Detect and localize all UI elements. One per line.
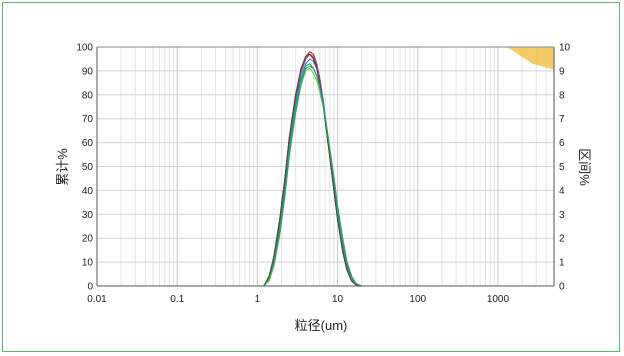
y-tick-label: 50 bbox=[82, 162, 94, 173]
y-tick-label: 70 bbox=[82, 114, 94, 125]
y2-tick-label: 0 bbox=[559, 282, 565, 293]
y-tick-label: 80 bbox=[82, 90, 94, 101]
y2-tick-label: 4 bbox=[559, 186, 565, 197]
y2-tick-label: 3 bbox=[559, 210, 565, 221]
x-tick-label: 1 bbox=[255, 294, 261, 305]
y2-tick-label: 1 bbox=[559, 258, 565, 269]
y-axis-title: 累计% bbox=[55, 148, 70, 186]
y2-tick-label: 6 bbox=[559, 138, 565, 149]
y2-tick-label: 8 bbox=[559, 90, 565, 101]
y2-tick-label: 7 bbox=[559, 114, 565, 125]
y-tick-label: 60 bbox=[82, 138, 94, 149]
y-tick-label: 30 bbox=[82, 210, 94, 221]
y-tick-label: 90 bbox=[82, 66, 94, 77]
series-line bbox=[263, 53, 362, 287]
corner-marker bbox=[507, 47, 554, 70]
x-tick-label: 1000 bbox=[487, 294, 510, 305]
y2-axis-title: 区间% bbox=[577, 148, 592, 186]
series-line bbox=[263, 65, 362, 287]
y-tick-label: 20 bbox=[82, 234, 94, 245]
y-tick-label: 0 bbox=[87, 282, 93, 293]
grid-layer bbox=[96, 46, 555, 287]
x-tick-label: 100 bbox=[409, 294, 426, 305]
x-tick-label: 10 bbox=[332, 294, 344, 305]
chart-frame: 0.01 0.1 1 10 100 1000 0 10 20 30 40 50 60 70 80 90 100 0… bbox=[2, 2, 620, 352]
y-tick-label: 100 bbox=[76, 43, 93, 54]
axes-layer: 0.01 0.1 1 10 100 100001020304050607080901000… bbox=[76, 43, 570, 306]
x-axis-title: 粒径(um) bbox=[295, 318, 348, 333]
particle-size-chart: 0.01 0.1 1 10 100 100001020304050607080901000… bbox=[55, 43, 592, 334]
y2-tick-label: 10 bbox=[559, 43, 571, 54]
y2-tick-label: 5 bbox=[559, 162, 565, 173]
labels-layer: 粒径(um) 累计% 区间% bbox=[55, 148, 592, 333]
x-tick-label: 0.1 bbox=[170, 294, 184, 305]
series-layer bbox=[263, 51, 362, 287]
x-tick-label: 0.01 bbox=[87, 294, 107, 305]
y-tick-label: 10 bbox=[82, 258, 94, 269]
y2-tick-label: 2 bbox=[559, 234, 565, 245]
y-tick-label: 40 bbox=[82, 186, 94, 197]
y2-tick-label: 9 bbox=[559, 66, 565, 77]
